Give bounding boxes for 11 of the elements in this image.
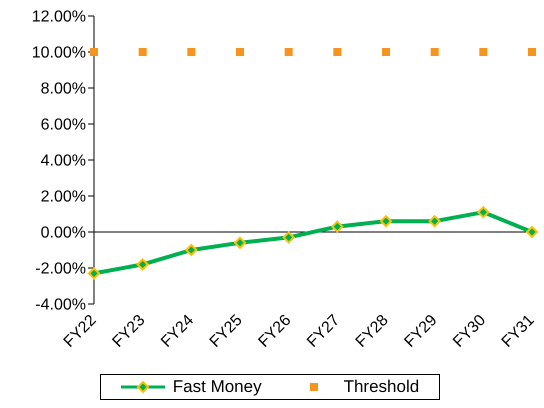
y-tick-label: 8.00%: [40, 80, 86, 98]
y-tick-label: 2.00%: [40, 188, 86, 206]
y-tick-label: 0.00%: [40, 224, 86, 242]
y-tick-label: 12.00%: [32, 8, 86, 26]
y-tick-label: -4.00%: [35, 296, 86, 314]
y-tick-label: -2.00%: [35, 260, 86, 278]
y-tick-label: 10.00%: [32, 44, 86, 62]
y-tick-label: 4.00%: [40, 152, 86, 170]
legend-label: Threshold: [342, 377, 420, 397]
legend-label: Fast Money: [172, 377, 262, 397]
y-tick-label: 6.00%: [40, 116, 86, 134]
